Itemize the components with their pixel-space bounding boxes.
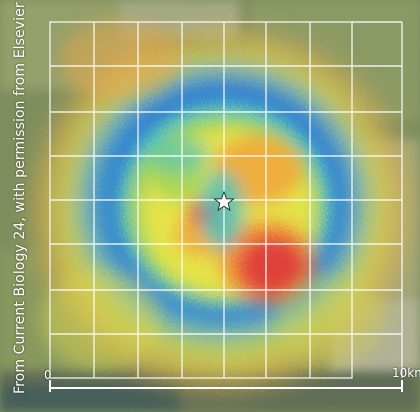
map-grid [49, 21, 403, 379]
image-credit: From Current Biology 24, with permission… [12, 2, 28, 394]
star-icon [213, 190, 235, 212]
scale-start-label: 0 [44, 368, 52, 382]
scale-bar [49, 380, 403, 392]
scale-end-label: 10km [392, 366, 420, 380]
